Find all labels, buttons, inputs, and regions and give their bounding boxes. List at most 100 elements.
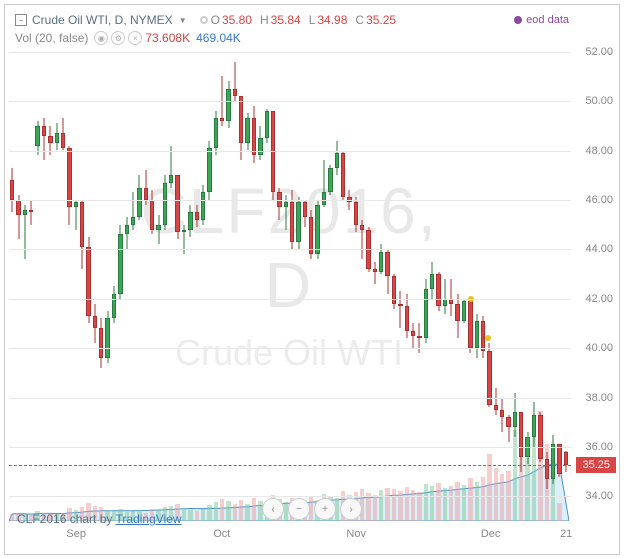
candle (175, 178, 179, 240)
volume-bar (10, 514, 14, 521)
candle (131, 192, 135, 229)
candle (309, 210, 313, 259)
volume-bar (245, 504, 249, 521)
x-tick: 21 (560, 528, 572, 540)
candle (214, 111, 218, 155)
x-tick: Oct (213, 528, 230, 540)
candle (398, 291, 402, 328)
volume-bar (411, 490, 415, 521)
volume-bar (513, 430, 517, 521)
candle (354, 197, 358, 232)
candle (303, 200, 307, 227)
nav-zoom-in-button[interactable]: + (314, 498, 336, 520)
volume-bar (239, 500, 243, 521)
candle (494, 388, 498, 415)
candle (443, 279, 447, 314)
footer-prefix: CLF2016 chart by (17, 512, 116, 526)
candle (532, 402, 536, 446)
candle (475, 314, 479, 358)
symbol-title[interactable]: Crude Oil WTI, D, NYMEX (32, 13, 173, 27)
volume-bar (392, 489, 396, 521)
candle (385, 249, 389, 293)
ohlc-l-value: 34.98 (317, 13, 347, 27)
nav-left-button[interactable]: ‹ (262, 498, 284, 520)
candle (392, 274, 396, 309)
volume-bar (182, 508, 186, 521)
y-tick: 48.00 (585, 145, 613, 157)
volume-bar (468, 478, 472, 521)
y-tick: 52.00 (585, 46, 613, 58)
candle (545, 452, 549, 489)
candle (67, 146, 71, 225)
candle (55, 123, 59, 150)
volume-bar (449, 486, 453, 521)
volume-bar (405, 487, 409, 521)
ohlc-c-label: C (355, 13, 364, 27)
candle (29, 200, 33, 225)
candle (201, 185, 205, 225)
candle (163, 175, 167, 229)
price-axis[interactable]: 34.0036.0038.0040.0042.0044.0046.0048.00… (571, 27, 613, 521)
candle (430, 262, 434, 299)
volume-bar (455, 482, 459, 521)
chart-container: − Crude Oil WTI, D, NYMEX ▼ O 35.80 H 35… (4, 4, 620, 555)
candle (290, 190, 294, 249)
candle (335, 141, 339, 176)
time-axis[interactable]: SepOctNovDec21 (9, 528, 569, 548)
volume-bar (481, 477, 485, 521)
y-tick: 46.00 (585, 194, 613, 206)
tradingview-link[interactable]: TradingView (116, 512, 182, 526)
chevron-down-icon[interactable]: ▼ (179, 16, 187, 25)
volume-bar (220, 499, 224, 521)
candle (525, 432, 529, 464)
candle (455, 294, 459, 338)
candle (80, 200, 84, 269)
candle (233, 62, 237, 102)
collapse-icon[interactable]: − (15, 14, 27, 26)
candle (436, 272, 440, 312)
ohlc-c-value: 35.25 (366, 13, 396, 27)
candle (169, 146, 173, 188)
candle (506, 415, 510, 442)
candle (468, 301, 472, 353)
candle (557, 444, 561, 476)
volume-bar (233, 504, 237, 521)
candle (405, 294, 409, 338)
volume-bar (430, 486, 434, 521)
nav-zoom-out-button[interactable]: − (288, 498, 310, 520)
current-price-tag: 35.25 (576, 457, 616, 473)
nav-right-button[interactable]: › (340, 498, 362, 520)
ohlc-o-value: 35.80 (222, 13, 252, 27)
y-tick: 44.00 (585, 243, 613, 255)
nav-controls: ‹ − + › (262, 498, 362, 520)
candle (519, 412, 523, 471)
candle (328, 165, 332, 195)
ohlc-h-value: 35.84 (271, 13, 301, 27)
candle (207, 141, 211, 200)
volume-bar (443, 488, 447, 521)
candle (42, 118, 46, 160)
candle (112, 286, 116, 323)
candle (61, 118, 65, 150)
candle (373, 262, 377, 284)
volume-bar (195, 511, 199, 521)
volume-bar (214, 502, 218, 521)
candle (105, 311, 109, 363)
candle (23, 205, 27, 259)
volume-bar (462, 485, 466, 521)
volume-bar (525, 458, 529, 521)
candle (99, 318, 103, 367)
attribution-footer: CLF2016 chart by TradingView (17, 512, 182, 526)
volume-bar (475, 482, 479, 521)
candle (118, 225, 122, 299)
x-tick: Nov (346, 528, 366, 540)
y-tick: 36.00 (585, 441, 613, 453)
y-tick: 34.00 (585, 490, 613, 502)
volume-bar (385, 488, 389, 521)
volume-bar (487, 454, 491, 521)
candle (265, 109, 269, 144)
candle (245, 113, 249, 150)
candle (424, 279, 428, 343)
volume-bar (436, 483, 440, 521)
eod-label: eod data (526, 14, 569, 26)
